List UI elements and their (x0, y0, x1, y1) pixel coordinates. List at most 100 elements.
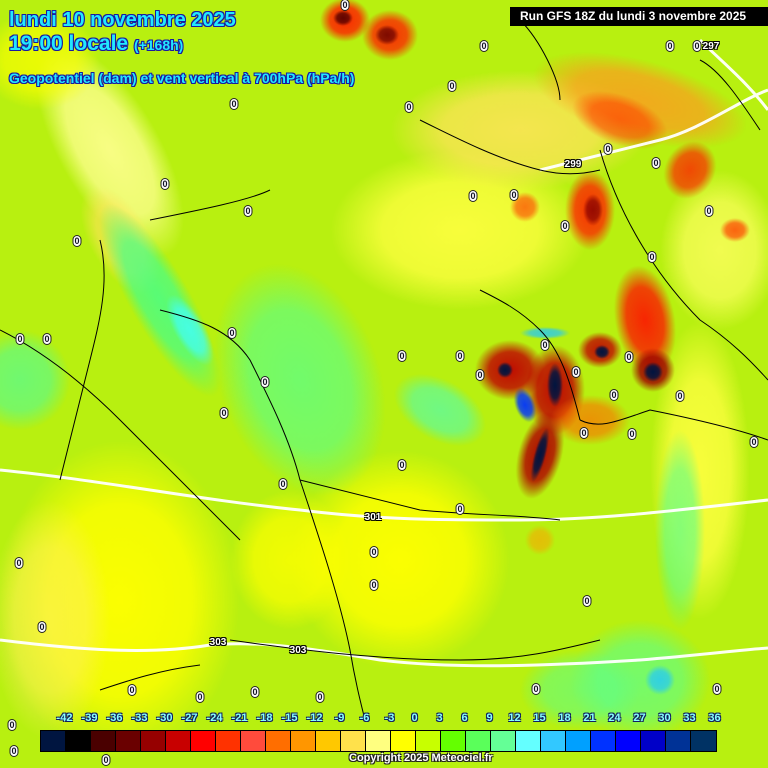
legend-swatch (341, 731, 366, 751)
zero-contour-label: 0 (624, 351, 634, 363)
legend-tick-label: 30 (658, 712, 671, 724)
legend-swatch (541, 731, 566, 751)
zero-contour-label: 0 (7, 719, 17, 731)
zero-contour-label: 0 (72, 235, 82, 247)
lead-time: (+168h) (133, 37, 184, 53)
zero-contour-label: 0 (509, 189, 519, 201)
legend-tick-label: 3 (436, 712, 443, 724)
legend-tick-label: 15 (533, 712, 546, 724)
legend-tick-label: 33 (683, 712, 696, 724)
legend-tick-label: -39 (81, 712, 98, 724)
color-legend (40, 730, 717, 752)
legend-tick-label: -18 (256, 712, 273, 724)
zero-contour-label: 0 (479, 40, 489, 52)
legend-tick-label: 24 (608, 712, 621, 724)
zero-contour-label: 0 (227, 327, 237, 339)
legend-swatch (366, 731, 391, 751)
local-time: 19:00 locale (9, 32, 129, 55)
zero-contour-label: 0 (127, 684, 137, 696)
legend-tick-label: 36 (708, 712, 721, 724)
legend-swatch (91, 731, 116, 751)
geopotential-label: 303 (289, 645, 307, 656)
legend-tick-label: 12 (508, 712, 521, 724)
geopotential-label: 301 (364, 512, 382, 523)
zero-contour-label: 0 (42, 333, 52, 345)
zero-contour-label: 0 (582, 595, 592, 607)
zero-contour-label: 0 (609, 389, 619, 401)
zero-contour-label: 0 (447, 80, 457, 92)
legend-swatch (691, 731, 716, 751)
copyright: Copyright 2025 Meteociel.fr (349, 752, 493, 764)
zero-contour-label: 0 (195, 691, 205, 703)
zero-contour-label: 0 (712, 683, 722, 695)
zero-contour-label: 0 (229, 98, 239, 110)
zero-contour-label: 0 (749, 436, 759, 448)
zero-contour-label: 0 (692, 40, 702, 52)
parameter-title: Geopotentiel (dam) et vent vertical à 70… (9, 70, 355, 86)
geopotential-contours (0, 38, 768, 668)
zero-contour-label: 0 (250, 686, 260, 698)
legend-swatch (116, 731, 141, 751)
zero-contour-label: 0 (219, 407, 229, 419)
legend-tick-label: -30 (156, 712, 173, 724)
legend-swatch (591, 731, 616, 751)
zero-contour-label: 0 (14, 557, 24, 569)
legend-swatch (291, 731, 316, 751)
zero-contour-label: 0 (101, 754, 111, 766)
zero-contour-label: 0 (651, 157, 661, 169)
legend-swatch (641, 731, 666, 751)
legend-tick-label: -24 (206, 712, 223, 724)
legend-swatch (516, 731, 541, 751)
zero-contour-label: 0 (540, 339, 550, 351)
geopotential-label: 303 (209, 637, 227, 648)
legend-swatch (191, 731, 216, 751)
legend-swatch (66, 731, 91, 751)
zero-contour-label: 0 (260, 376, 270, 388)
zero-contour-label: 0 (579, 427, 589, 439)
borders (0, 19, 768, 721)
geopotential-label: 297 (702, 41, 720, 52)
zero-contour-label: 0 (397, 459, 407, 471)
forecast-time: 19:00 locale (+168h) (9, 33, 183, 54)
legend-swatch (391, 731, 416, 751)
zero-contour-label: 0 (278, 478, 288, 490)
legend-tick-label: -42 (56, 712, 73, 724)
legend-tick-label: -15 (281, 712, 298, 724)
zero-contour-label: 0 (404, 101, 414, 113)
legend-swatch (441, 731, 466, 751)
legend-tick-label: -3 (384, 712, 395, 724)
forecast-date: lundi 10 novembre 2025 (9, 9, 236, 31)
zero-contour-label: 0 (397, 350, 407, 362)
legend-tick-label: 0 (411, 712, 418, 724)
legend-swatch (241, 731, 266, 751)
legend-swatch (466, 731, 491, 751)
zero-contour-label: 0 (531, 683, 541, 695)
legend-swatch (416, 731, 441, 751)
zero-contour-label: 0 (315, 691, 325, 703)
legend-swatch (666, 731, 691, 751)
geopotential-label: 299 (564, 159, 582, 170)
zero-contour-label: 0 (647, 251, 657, 263)
legend-swatch (566, 731, 591, 751)
legend-tick-label: -9 (334, 712, 345, 724)
legend-swatch (141, 731, 166, 751)
legend-tick-label: -6 (359, 712, 370, 724)
zero-contour-label: 0 (9, 745, 19, 757)
legend-tick-label: 6 (461, 712, 468, 724)
legend-tick-label: -12 (306, 712, 323, 724)
legend-tick-label: 9 (486, 712, 493, 724)
legend-swatch (216, 731, 241, 751)
legend-tick-label: 21 (583, 712, 596, 724)
zero-contour-label: 0 (675, 390, 685, 402)
legend-tick-label: -27 (181, 712, 198, 724)
zero-contour-label: 0 (455, 503, 465, 515)
legend-tick-label: -33 (131, 712, 148, 724)
legend-swatch (316, 731, 341, 751)
zero-contour-label: 0 (369, 579, 379, 591)
zero-contour-label: 0 (475, 369, 485, 381)
zero-contour-label: 0 (627, 428, 637, 440)
zero-contour-label: 0 (243, 205, 253, 217)
